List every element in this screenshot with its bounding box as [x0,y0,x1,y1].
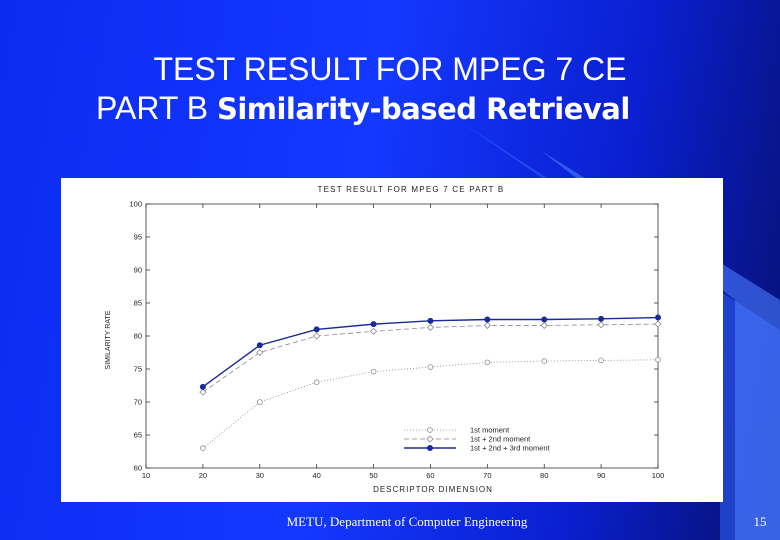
data-point [655,314,662,321]
data-point [484,359,491,366]
data-point [199,383,206,390]
series-1 [200,356,661,452]
legend-label: 1st + 2nd + 3rd moment [470,444,551,453]
y-tick-label: 95 [134,233,142,242]
y-tick-label: 65 [134,431,142,440]
footer-text: METU, Department of Computer Engineering [286,514,528,529]
x-tick-label: 90 [597,471,605,480]
series-layer [199,314,662,452]
series-line [202,323,659,393]
data-point [483,321,491,330]
data-point [256,342,263,349]
x-tick-label: 10 [142,471,150,480]
data-point [199,388,207,396]
data-point [427,427,433,433]
series-line [202,359,659,449]
data-point [541,316,548,323]
x-tick-label: 50 [369,471,377,480]
x-axis-label: DESCRIPTOR DIMENSION [373,485,493,494]
data-point [427,317,434,324]
y-tick-label: 90 [134,266,142,275]
series-3 [199,314,662,390]
slide-title: TEST RESULT FOR MPEG 7 CE PART B Similar… [60,50,720,129]
data-point [313,379,320,386]
data-point [655,356,661,363]
x-tick-label: 20 [199,471,207,480]
series-2 [199,320,662,396]
title-line-1: TEST RESULT FOR MPEG 7 CE [153,51,627,87]
data-point [541,358,548,364]
x-tick-label: 100 [652,471,665,480]
y-tick-label: 70 [134,398,142,407]
data-point [598,315,605,322]
data-point [313,326,320,333]
data-point [598,357,604,364]
data-point [540,321,548,330]
axes: 10 20 30 40 50 60 70 80 90 100 60 65 70 75 80 85 90 95 100 [129,200,664,481]
data-point [256,399,263,405]
y-tick-label: 100 [129,200,142,209]
legend-label: 1st + 2nd moment [470,435,531,444]
data-point [200,445,206,452]
data-point [426,323,435,331]
data-point [426,435,434,443]
data-point [256,348,264,357]
data-point [426,444,433,451]
y-tick-label: 75 [134,365,142,374]
title-prefix: PART B [96,90,209,126]
y-axis-label: SIMILARITY RATE [105,310,112,369]
title-emphasis: Similarity-based Retrieval [216,92,630,126]
data-point [369,327,378,335]
data-point [484,316,491,323]
x-tick-label: 70 [483,471,491,480]
similarity-chart: TEST RESULT FOR MPEG 7 CE PART B SIMILAR… [105,185,664,494]
data-point [313,332,321,340]
legend-label: 1st moment [470,426,510,435]
y-tick-label: 80 [134,332,142,341]
y-tick-label: 60 [134,464,142,473]
x-tick-label: 60 [426,471,434,480]
data-point [370,321,377,328]
data-point [597,321,605,329]
chart-title: TEST RESULT FOR MPEG 7 CE PART B [318,185,505,194]
y-tick-label: 85 [134,299,142,308]
x-tick-label: 80 [540,471,548,480]
x-tick-label: 30 [256,471,264,480]
data-point [427,364,434,370]
data-point [654,320,662,328]
data-point [370,368,377,375]
chart-panel: TEST RESULT FOR MPEG 7 CE PART B SIMILAR… [61,178,723,502]
plot-frame [145,203,659,469]
x-tick-label: 40 [312,471,320,480]
page-number: 15 [753,514,767,529]
title-line-2: PART B Similarity-based Retrieval [60,88,720,129]
